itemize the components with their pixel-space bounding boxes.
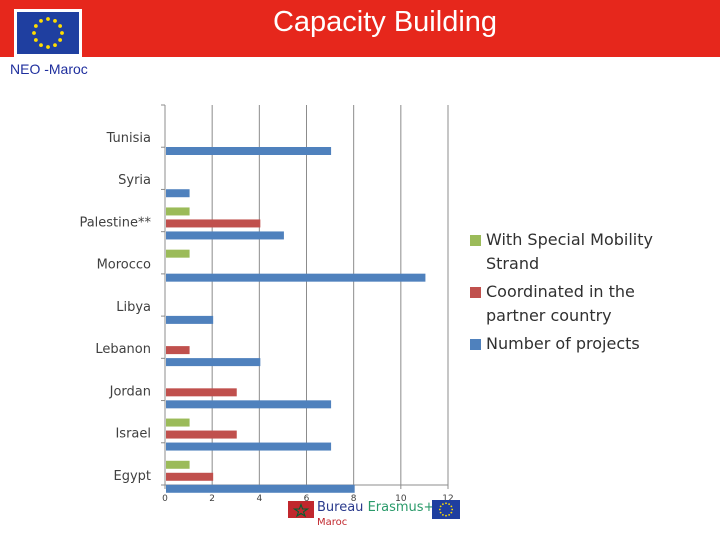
eu-star-icon xyxy=(58,38,63,42)
x-tick-label: 8 xyxy=(351,494,357,504)
x-tick-label: 12 xyxy=(442,494,453,504)
page-title: Capacity Building xyxy=(272,6,498,38)
eu-star-icon xyxy=(39,18,43,23)
eu-star-icon xyxy=(46,17,50,21)
x-tick-label: 10 xyxy=(395,494,407,504)
legend-swatch-icon xyxy=(470,339,481,350)
bar-palestine-series-2 xyxy=(166,231,284,240)
eu-flag-small-icon xyxy=(432,500,460,519)
eu-flag-logo xyxy=(14,9,82,57)
legend-label-line: Number of projects xyxy=(486,334,640,353)
bar-egypt-series-0 xyxy=(166,460,190,469)
logo-subtitle: Maroc xyxy=(317,517,348,528)
bar-tunisia-series-2 xyxy=(166,147,332,155)
eu-star-icon xyxy=(439,511,442,514)
legend-label-line: Coordinated in the xyxy=(486,282,635,301)
x-tick-label: 4 xyxy=(256,494,262,504)
y-tick-label: Tunisia xyxy=(106,131,151,146)
y-tick-label: Morocco xyxy=(97,258,151,273)
bar-israel-series-0 xyxy=(166,418,190,427)
legend-item-coordinated: Coordinated in the partner country xyxy=(470,280,700,328)
bar-morocco-series-2 xyxy=(166,273,426,282)
bar-lebanon-series-1 xyxy=(166,346,190,355)
eu-star-icon xyxy=(438,508,441,511)
eu-star-icon xyxy=(450,511,453,514)
x-tick-label: 6 xyxy=(304,494,310,504)
bureau-erasmus-logo: Bureau Erasmus+ Maroc xyxy=(286,496,466,530)
eu-star-icon xyxy=(53,18,57,23)
legend-label-line: With Special Mobility xyxy=(486,230,653,249)
eu-star-icon xyxy=(32,31,36,35)
eu-star-icon xyxy=(442,503,444,506)
logo-word-bureau: Bureau xyxy=(317,500,364,515)
eu-star-icon xyxy=(439,505,442,508)
legend-item-special-mobility: With Special Mobility Strand xyxy=(470,228,700,276)
legend-swatch-icon xyxy=(470,235,481,246)
legend-label-line: Strand xyxy=(486,254,540,273)
bar-lebanon-series-2 xyxy=(166,358,261,367)
eu-star-icon xyxy=(39,43,43,48)
y-tick-label: Libya xyxy=(116,300,151,315)
bar-jordan-series-2 xyxy=(166,400,332,409)
y-tick-label: Lebanon xyxy=(95,342,151,357)
eu-star-icon xyxy=(60,31,64,35)
eu-star-icon xyxy=(450,505,453,508)
eu-star-icon xyxy=(445,514,447,517)
y-tick-label: Israel xyxy=(115,427,151,442)
bar-syria-series-2 xyxy=(166,189,190,198)
logo-wordmark: Bureau Erasmus+ xyxy=(317,500,434,516)
page-subtitle: NEO -Maroc xyxy=(10,61,88,77)
bar-jordan-series-1 xyxy=(166,388,237,397)
eu-star-icon xyxy=(448,513,450,516)
bar-israel-series-2 xyxy=(166,442,332,451)
logo-word-erasmus: Erasmus+ xyxy=(367,500,435,515)
eu-star-icon xyxy=(33,24,38,28)
eu-star-icon xyxy=(448,503,450,506)
morocco-flag-icon xyxy=(288,501,314,518)
x-tick-label: 2 xyxy=(209,494,215,504)
eu-star-icon xyxy=(53,43,57,48)
eu-star-icon xyxy=(33,38,38,42)
header-bar xyxy=(0,0,720,57)
y-tick-label: Syria xyxy=(118,173,151,188)
y-tick-label: Palestine** xyxy=(79,215,151,230)
eu-star-icon xyxy=(58,24,63,28)
bar-egypt-series-2 xyxy=(166,484,355,493)
x-tick-label: 0 xyxy=(162,494,168,504)
bar-palestine-series-1 xyxy=(166,219,261,228)
eu-star-icon xyxy=(445,502,447,505)
y-tick-label: Jordan xyxy=(109,384,151,399)
bar-libya-series-2 xyxy=(166,315,214,324)
bar-palestine-series-0 xyxy=(166,207,190,216)
legend-label-line: partner country xyxy=(486,306,612,325)
bar-morocco-series-0 xyxy=(166,249,190,258)
legend-item-number-of-projects: Number of projects xyxy=(470,332,700,356)
bar-israel-series-1 xyxy=(166,430,237,439)
bar-egypt-series-1 xyxy=(166,472,214,481)
legend-swatch-icon xyxy=(470,287,481,298)
eu-star-icon xyxy=(46,45,50,49)
eu-star-icon xyxy=(442,513,444,516)
y-tick-label: Egypt xyxy=(113,469,151,484)
chart-legend: With Special Mobility Strand Coordinated… xyxy=(470,228,700,360)
eu-star-icon xyxy=(451,508,454,511)
